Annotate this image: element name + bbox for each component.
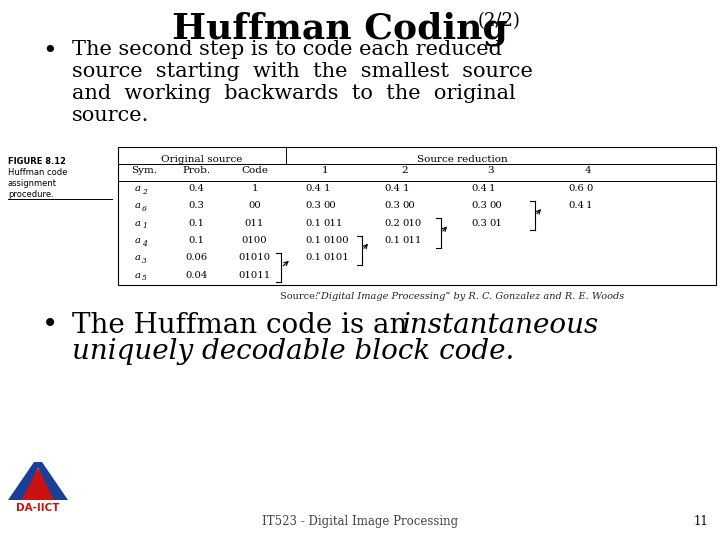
- Text: a: a: [135, 271, 141, 280]
- Text: 0.1: 0.1: [305, 219, 322, 228]
- Text: 1: 1: [323, 184, 330, 193]
- Text: 00: 00: [323, 201, 336, 211]
- Text: 0.4: 0.4: [384, 184, 400, 193]
- Polygon shape: [36, 462, 68, 500]
- Text: 011: 011: [402, 236, 422, 245]
- Text: 2: 2: [142, 188, 147, 195]
- Text: (2/2): (2/2): [478, 12, 521, 30]
- Text: 1: 1: [586, 201, 593, 211]
- Text: 011: 011: [323, 219, 343, 228]
- Text: 0.04: 0.04: [185, 271, 207, 280]
- Text: a: a: [135, 184, 141, 193]
- Text: 0.1: 0.1: [189, 236, 204, 245]
- Text: Prob.: Prob.: [182, 166, 210, 175]
- Text: source  starting  with  the  smallest  source: source starting with the smallest source: [72, 62, 533, 81]
- Text: 3: 3: [142, 257, 147, 265]
- Text: 01: 01: [489, 219, 502, 228]
- Text: Code: Code: [241, 166, 268, 175]
- Text: 0.3: 0.3: [189, 201, 204, 211]
- Text: DA-IICT: DA-IICT: [17, 503, 60, 513]
- Text: 01011: 01011: [238, 271, 271, 280]
- Text: 6: 6: [142, 205, 147, 213]
- Text: 00: 00: [489, 201, 502, 211]
- Polygon shape: [8, 462, 40, 500]
- Text: •: •: [42, 312, 58, 339]
- Text: The Huffman code is an: The Huffman code is an: [72, 312, 416, 339]
- Text: •: •: [42, 40, 57, 63]
- Text: 11: 11: [693, 515, 708, 528]
- Text: “Digital Image Processing” by R. C. Gonzalez and R. E. Woods: “Digital Image Processing” by R. C. Gonz…: [316, 292, 624, 301]
- Text: 0100: 0100: [242, 236, 267, 245]
- Text: instantaneous: instantaneous: [402, 312, 599, 339]
- Text: 2: 2: [401, 166, 408, 175]
- Text: 0100: 0100: [323, 236, 349, 245]
- Text: 1: 1: [402, 184, 409, 193]
- Text: 0.3: 0.3: [305, 201, 322, 211]
- Text: a: a: [135, 236, 141, 245]
- Text: 0.3: 0.3: [471, 219, 487, 228]
- Text: 0.1: 0.1: [384, 236, 400, 245]
- Text: procedure.: procedure.: [8, 190, 54, 199]
- Text: Huffman code: Huffman code: [8, 168, 68, 177]
- Text: Source:: Source:: [280, 292, 325, 301]
- Text: 0.06: 0.06: [186, 253, 207, 262]
- Text: 3: 3: [487, 166, 495, 175]
- Text: 0.3: 0.3: [384, 201, 400, 211]
- Text: 01010: 01010: [238, 253, 271, 262]
- Text: 0.1: 0.1: [189, 219, 204, 228]
- Text: 0.4: 0.4: [305, 184, 322, 193]
- Text: 0.3: 0.3: [471, 201, 487, 211]
- Text: 1: 1: [322, 166, 329, 175]
- Text: IT523 - Digital Image Processing: IT523 - Digital Image Processing: [262, 515, 458, 528]
- Text: a: a: [135, 201, 141, 211]
- Text: FIGURE 8.12: FIGURE 8.12: [8, 157, 66, 166]
- Text: uniquely decodable block code.: uniquely decodable block code.: [72, 338, 514, 365]
- Text: 0.4: 0.4: [568, 201, 584, 211]
- Text: a: a: [135, 219, 141, 228]
- Text: 5: 5: [142, 274, 147, 282]
- Text: 010: 010: [402, 219, 422, 228]
- Text: a: a: [135, 253, 141, 262]
- Bar: [118, 147, 716, 285]
- Text: 0101: 0101: [323, 253, 349, 262]
- Text: 4: 4: [585, 166, 591, 175]
- Text: Sym.: Sym.: [131, 166, 157, 175]
- Text: assignment: assignment: [8, 179, 57, 188]
- Polygon shape: [22, 468, 54, 500]
- Text: and  working  backwards  to  the  original: and working backwards to the original: [72, 84, 516, 103]
- Text: Original source: Original source: [161, 155, 243, 164]
- Text: 4: 4: [142, 240, 147, 248]
- Text: 0.6: 0.6: [568, 184, 584, 193]
- Text: 0.1: 0.1: [305, 236, 322, 245]
- Text: 0: 0: [586, 184, 593, 193]
- Text: 0.4: 0.4: [189, 184, 204, 193]
- Text: source.: source.: [72, 106, 149, 125]
- Text: Source reduction: Source reduction: [417, 155, 508, 164]
- Text: 0.4: 0.4: [471, 184, 487, 193]
- Text: 00: 00: [402, 201, 415, 211]
- Text: 011: 011: [245, 219, 264, 228]
- Text: Huffman Coding: Huffman Coding: [172, 12, 508, 46]
- Text: 1: 1: [251, 184, 258, 193]
- Text: 1: 1: [489, 184, 495, 193]
- Text: 0.2: 0.2: [384, 219, 400, 228]
- Text: 00: 00: [248, 201, 261, 211]
- Text: 1: 1: [142, 222, 147, 231]
- Text: The second step is to code each reduced: The second step is to code each reduced: [72, 40, 502, 59]
- Text: 0.1: 0.1: [305, 253, 322, 262]
